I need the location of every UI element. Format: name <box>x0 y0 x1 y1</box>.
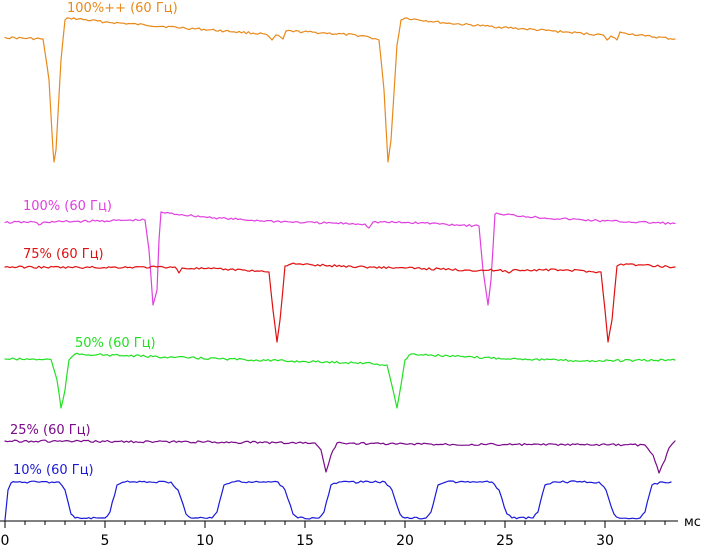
series-label-4: 25% (60 Гц) <box>10 423 91 438</box>
x-tick-label: 20 <box>396 533 414 548</box>
series-line-2 <box>4 262 676 343</box>
series-labels: 100%++ (60 Гц) 100% (60 Гц) 75% (60 Гц) 50%… <box>10 1 178 478</box>
x-tick-label: 5 <box>101 533 110 548</box>
x-tick-label: 30 <box>596 533 614 548</box>
x-tick-label: 25 <box>496 533 514 548</box>
series-label-3: 50% (60 Гц) <box>75 336 156 351</box>
series-line-4 <box>4 439 676 474</box>
traces <box>4 17 676 521</box>
series-label-1: 100% (60 Гц) <box>23 199 112 214</box>
series-line-0 <box>4 17 676 163</box>
x-unit-label: мс <box>684 515 701 530</box>
series-label-0: 100%++ (60 Гц) <box>67 1 178 16</box>
x-axis: 0 5 10 15 20 25 30 мс <box>0 515 701 548</box>
series-line-3 <box>4 352 676 409</box>
series-line-5 <box>4 480 672 521</box>
series-line-1 <box>4 211 676 306</box>
x-tick-label: 10 <box>196 533 214 548</box>
x-tick-label: 0 <box>1 533 10 548</box>
series-label-5: 10% (60 Гц) <box>13 463 94 478</box>
x-tick-label: 15 <box>296 533 314 548</box>
series-label-2: 75% (60 Гц) <box>23 247 104 262</box>
